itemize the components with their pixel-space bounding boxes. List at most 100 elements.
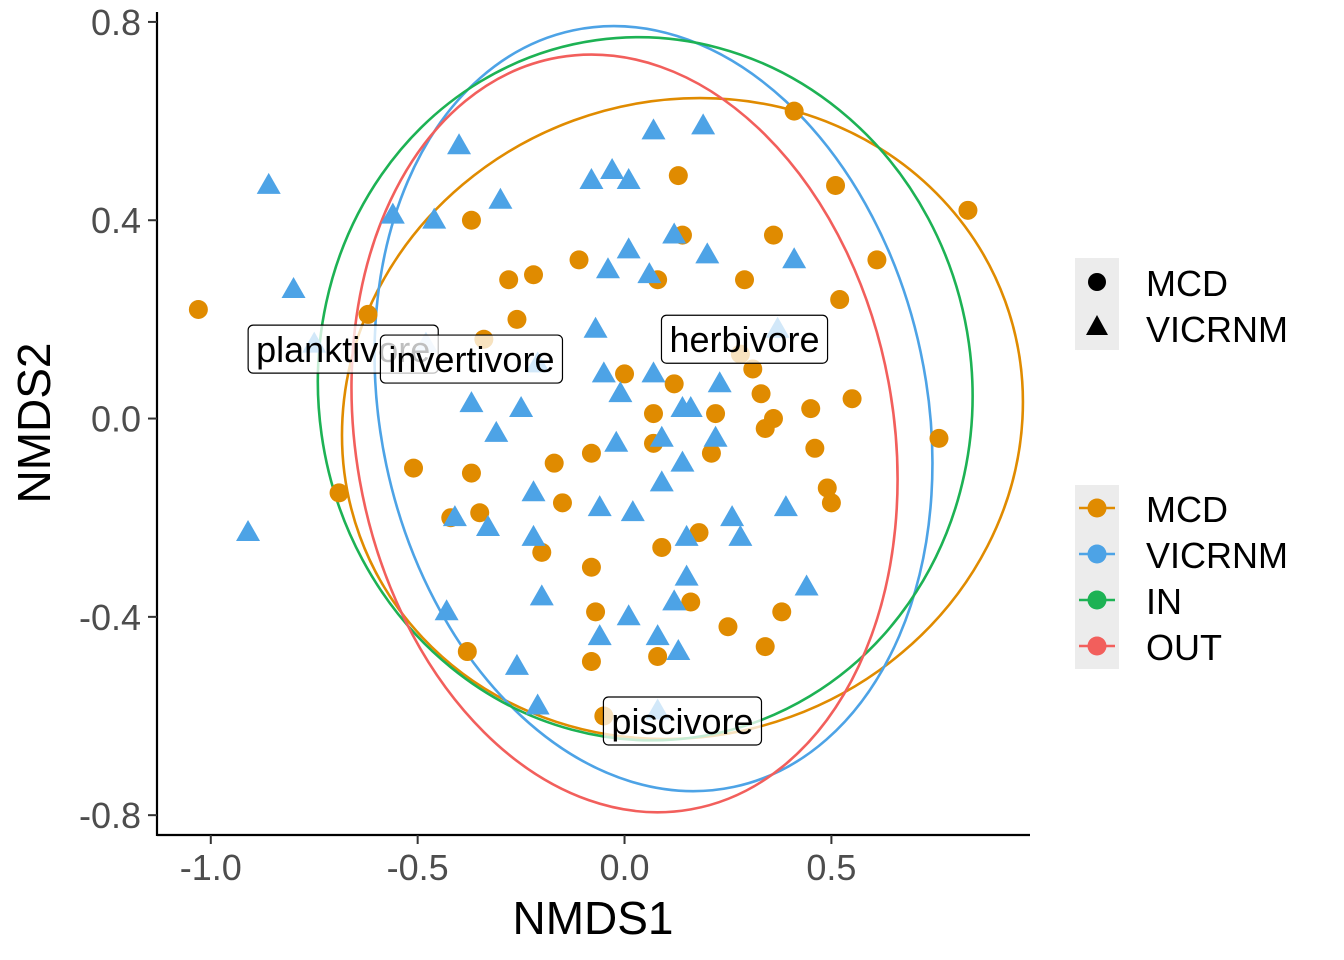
point-vicrnm bbox=[583, 316, 608, 338]
point-mcd bbox=[532, 542, 552, 562]
point-vicrnm bbox=[641, 118, 666, 140]
point-mcd bbox=[581, 651, 601, 671]
point-mcd bbox=[805, 438, 825, 458]
point-vicrnm bbox=[488, 187, 513, 209]
label-box-invertivore bbox=[379, 334, 564, 384]
point-mcd bbox=[524, 265, 544, 285]
x-tick-label: -0.5 bbox=[387, 847, 449, 888]
point-mcd bbox=[867, 250, 887, 270]
point-mcd bbox=[763, 225, 783, 245]
point-mcd bbox=[718, 617, 738, 637]
point-mcd bbox=[404, 458, 424, 478]
point-mcd bbox=[499, 270, 519, 290]
y-tick-label: -0.8 bbox=[79, 795, 141, 836]
point-vicrnm bbox=[674, 564, 699, 586]
point-mcd bbox=[652, 537, 672, 557]
label-box-herbivore bbox=[660, 314, 829, 364]
point-mcd bbox=[826, 176, 846, 196]
point-mcd bbox=[801, 399, 821, 419]
ellipse-vicrnm bbox=[373, 24, 934, 793]
point-mcd bbox=[668, 166, 688, 186]
x-axis-title: NMDS1 bbox=[512, 892, 673, 944]
label-piscivore: piscivore bbox=[602, 696, 763, 746]
color-legend-dot-mcd bbox=[1087, 498, 1107, 518]
point-vicrnm bbox=[707, 371, 732, 393]
point-mcd bbox=[358, 304, 378, 324]
point-mcd bbox=[544, 453, 564, 473]
point-mcd bbox=[842, 389, 862, 409]
point-vicrnm bbox=[442, 505, 467, 527]
point-vicrnm bbox=[662, 222, 687, 244]
point-mcd bbox=[929, 428, 949, 448]
point-mcd bbox=[581, 557, 601, 577]
point-vicrnm bbox=[608, 381, 633, 403]
point-vicrnm bbox=[604, 430, 629, 452]
color-legend-label-in: IN bbox=[1146, 581, 1182, 622]
point-vicrnm bbox=[695, 242, 720, 264]
point-vicrnm bbox=[236, 519, 261, 541]
point-mcd bbox=[689, 523, 709, 543]
point-vicrnm bbox=[447, 133, 472, 155]
point-vicrnm bbox=[591, 361, 616, 383]
point-vicrnm bbox=[256, 172, 281, 194]
point-mcd bbox=[569, 250, 589, 270]
point-vicrnm bbox=[670, 450, 695, 472]
color-legend-label-mcd: MCD bbox=[1146, 489, 1228, 530]
point-mcd bbox=[615, 364, 635, 384]
label-invertivore: invertivore bbox=[379, 334, 564, 384]
point-mcd bbox=[735, 270, 755, 290]
point-mcd bbox=[830, 290, 850, 310]
axes: -1.0 -0.5 0.0 0.5 -0.8 -0.4 0.0 0.4 0.8 bbox=[79, 2, 1030, 888]
point-mcd bbox=[552, 493, 572, 513]
y-ticks: -0.8 -0.4 0.0 0.4 0.8 bbox=[79, 2, 157, 836]
point-mcd bbox=[664, 374, 684, 394]
point-vicrnm bbox=[728, 524, 753, 546]
point-vicrnm bbox=[475, 515, 500, 537]
x-tick-label: -1.0 bbox=[180, 847, 242, 888]
point-vicrnm bbox=[587, 624, 612, 646]
point-vicrnm bbox=[434, 599, 459, 621]
ellipse-in bbox=[316, 35, 974, 742]
point-mcd bbox=[188, 299, 208, 319]
point-vicrnm bbox=[504, 653, 529, 675]
point-mcd bbox=[821, 493, 841, 513]
shape-legend-label-vicrnm: VICRNM bbox=[1146, 309, 1288, 350]
point-mcd bbox=[706, 404, 726, 424]
point-vicrnm bbox=[794, 574, 819, 596]
point-mcd bbox=[751, 384, 771, 404]
point-vicrnm bbox=[616, 167, 641, 189]
point-mcd bbox=[755, 637, 775, 657]
point-mcd bbox=[701, 443, 721, 463]
point-vicrnm bbox=[529, 584, 554, 606]
label-herbivore: herbivore bbox=[660, 314, 829, 364]
label-text-invertivore: invertivore bbox=[388, 339, 554, 380]
point-vicrnm bbox=[484, 420, 509, 442]
point-mcd bbox=[681, 592, 701, 612]
y-tick-label: 0.8 bbox=[91, 2, 141, 43]
color-legend-dot-out bbox=[1087, 636, 1107, 656]
color-legend-label-out: OUT bbox=[1146, 627, 1222, 668]
point-vicrnm bbox=[595, 257, 620, 279]
point-mcd bbox=[772, 602, 792, 622]
data-points bbox=[188, 101, 978, 726]
point-vicrnm bbox=[678, 396, 703, 418]
point-vicrnm bbox=[674, 524, 699, 546]
point-mcd bbox=[457, 642, 477, 662]
point-vicrnm bbox=[691, 113, 716, 135]
point-vicrnm bbox=[587, 495, 612, 517]
point-mcd bbox=[461, 210, 481, 230]
point-mcd bbox=[470, 503, 490, 523]
point-vicrnm bbox=[649, 470, 674, 492]
point-mcd bbox=[586, 602, 606, 622]
y-tick-label: -0.4 bbox=[79, 597, 141, 638]
y-tick-label: 0.0 bbox=[91, 399, 141, 440]
point-vicrnm bbox=[422, 207, 447, 229]
point-mcd bbox=[648, 647, 668, 667]
point-vicrnm bbox=[649, 425, 674, 447]
shape-legend-triangle-icon bbox=[1086, 315, 1108, 335]
shape-legend: MCD VICRNM bbox=[1075, 258, 1288, 350]
point-mcd bbox=[743, 359, 763, 379]
point-vicrnm bbox=[509, 396, 534, 418]
